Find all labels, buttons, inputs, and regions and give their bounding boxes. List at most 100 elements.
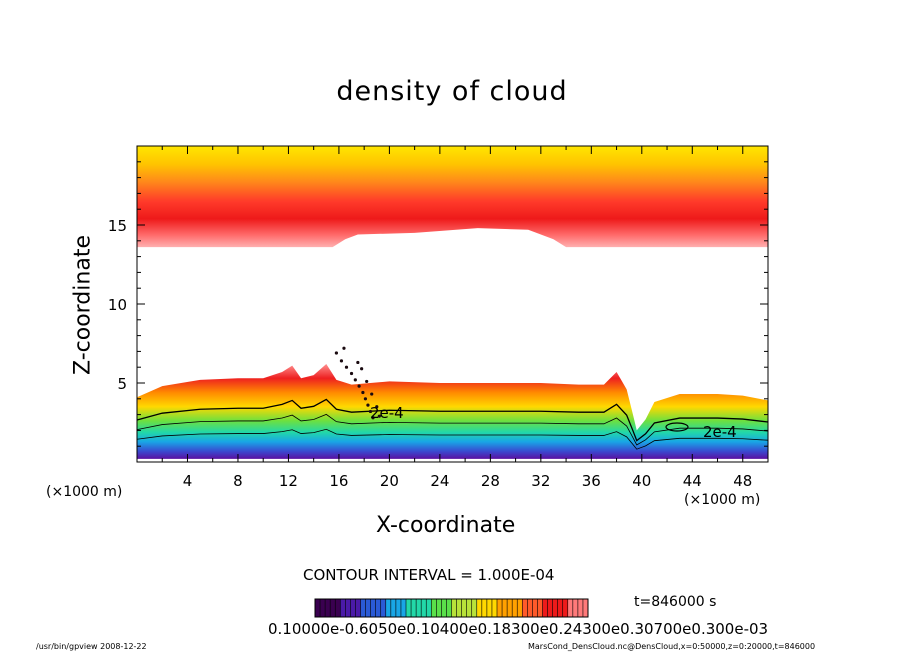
x-tick-label: 12 [279,472,298,490]
colorbar-segment [380,599,386,617]
cloud-fragment [349,371,354,376]
cloud-fragment [334,351,338,355]
x-axis-label: X-coordinate [376,513,516,538]
x-tick-label: 20 [380,472,399,490]
colorbar-segment [436,599,442,617]
colorbar-segment [416,599,422,617]
colorbar-segment [355,599,361,617]
colorbar-segment [446,599,452,617]
colorbar-segment [562,599,568,617]
colorbar-segment [340,599,346,617]
colorbar-segment [365,599,371,617]
colorbar-segment [567,599,573,617]
colorbar-segment [456,599,462,617]
colorbar-frame [314,598,589,618]
colorbar-segment [527,599,533,617]
colorbar [314,598,589,618]
colorbar-segment [406,599,412,617]
contour-interval: CONTOUR INTERVAL = 1.000E-04 [303,566,555,584]
colorbar-segment [542,599,548,617]
y-tick-label: 15 [108,217,127,235]
colorbar-segment [497,599,503,617]
colorbar-segment [517,599,523,617]
colorbar-segment [512,599,518,617]
chart-title: density of cloud [336,76,568,107]
colorbar-segment [431,599,437,617]
colorbar-segment [385,599,391,617]
colorbar-segment [330,599,336,617]
colorbar-segment [320,599,326,617]
cloud-fragment [365,379,369,384]
colorbar-segment [532,599,538,617]
x-tick-label: 40 [632,472,651,490]
colorbar-segment [476,599,482,617]
colorbar-segment [335,599,341,617]
colorbar-segment [461,599,467,617]
cloud-fragment [368,409,373,414]
x-unit-left: (×1000 m) [46,484,123,500]
colorbar-segment [557,599,563,617]
x-tick-label: 8 [233,472,243,490]
cloud-fragment [357,384,361,388]
colorbar-segment [471,599,477,617]
cloud-fragment [353,378,357,382]
colorbar-segment [507,599,513,617]
cloud-fragment [375,405,379,409]
cloud-fragments [334,346,381,420]
cloud-fragment [360,367,364,371]
contour-line [136,428,769,450]
colorbar-segment [315,599,321,617]
x-tick-label: 44 [683,472,702,490]
colorbar-segment [345,599,351,617]
time-label: t=846000 s [634,594,717,610]
colorbar-segment [400,599,406,617]
x-tick-label: 48 [733,472,752,490]
x-tick-label: 4 [183,472,193,490]
colorbar-segment [481,599,487,617]
colorbar-segment [547,599,553,617]
cloud-fragment [371,416,375,420]
cloud-fragment [339,359,344,363]
colorbar-segment [552,599,558,617]
x-tick-label: 28 [481,472,500,490]
contour-label: 2e-4 [703,423,737,441]
contour-loop [665,422,689,432]
colorbar-segment [572,599,578,617]
contour-line [136,413,769,446]
y-tick-label: 10 [108,296,127,314]
x-tick-label: 32 [531,472,550,490]
cloud-fragment [356,360,360,365]
x-tick-label: 16 [329,472,348,490]
cloud-fragment [361,390,365,395]
axis-ticks [137,146,768,462]
colorbar-segment [451,599,457,617]
x-tick-label: 36 [582,472,601,490]
colorbar-segment [577,599,583,617]
colorbar-segment [522,599,528,617]
colorbar-segment [491,599,497,617]
upper-cloud-band [137,146,768,248]
cloud-fragment [366,403,370,407]
colorbar-segment [370,599,376,617]
colorbar-segment [582,599,588,617]
cloud-fragment [344,365,349,369]
colorbar-segment [395,599,401,617]
colorbar-segment [325,599,331,617]
colorbar-segment [411,599,417,617]
y-axis-label: Z-coordinate [70,235,96,375]
colorbar-segment [502,599,508,617]
colorbar-labels: 0.10000e-0.6050e0.10400e0.18300e0.24300e… [268,620,769,638]
y-tick-label: 5 [117,375,127,393]
cloud-fragment [363,397,368,401]
colorbar-segment [350,599,356,617]
contour-label: 2e-4 [370,404,404,422]
colorbar-segment [360,599,366,617]
colorbar-segment [426,599,432,617]
colorbar-segment [421,599,427,617]
x-unit-right: (×1000 m) [684,492,761,508]
cloud-fragment [370,392,374,396]
colorbar-segment [537,599,543,617]
footer-left: /usr/bin/gpview 2008-12-22 [36,642,147,651]
